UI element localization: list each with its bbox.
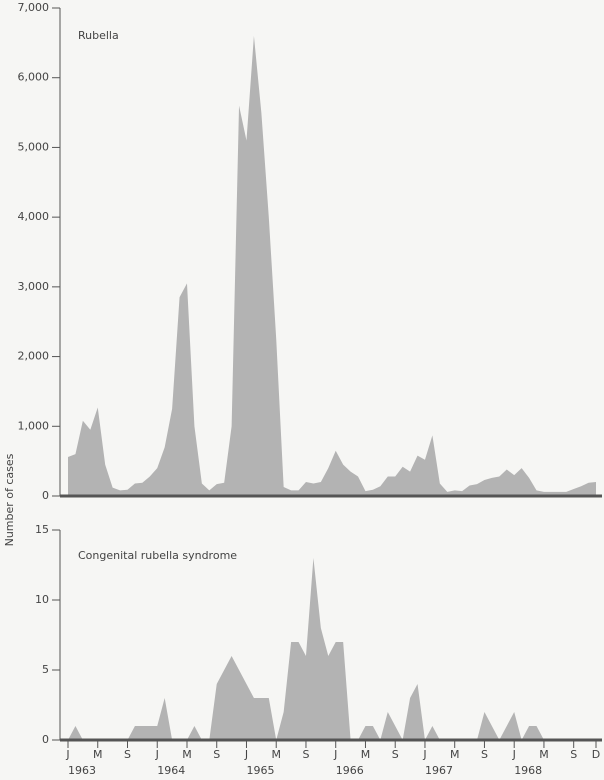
x-tick-label: J — [244, 748, 248, 761]
y-tick-label: 2,000 — [18, 350, 50, 363]
x-tick-label: M — [539, 748, 549, 761]
panel-title: Congenital rubella syndrome — [78, 549, 237, 562]
x-tick-label: J — [512, 748, 516, 761]
area — [68, 558, 596, 740]
year-label: 1966 — [336, 764, 364, 777]
year-label: 1963 — [68, 764, 96, 777]
x-tick-label: M — [182, 748, 192, 761]
x-tick-label: M — [450, 748, 460, 761]
y-tick-label: 3,000 — [18, 280, 50, 293]
x-tick-label: M — [93, 748, 103, 761]
y-tick-label: 15 — [35, 523, 49, 536]
x-tick-label: M — [361, 748, 371, 761]
y-tick-label: 6,000 — [18, 71, 50, 84]
y-tick-label: 0 — [42, 733, 49, 746]
x-tick-label: J — [422, 748, 426, 761]
x-tick-label: J — [65, 748, 69, 761]
x-tick-label: J — [155, 748, 159, 761]
year-label: 1965 — [246, 764, 274, 777]
y-axis-label: Number of cases — [3, 453, 16, 546]
year-label: 1967 — [425, 764, 453, 777]
x-tick-label: S — [570, 748, 577, 761]
y-tick-label: 4,000 — [18, 210, 50, 223]
y-tick-label: 1,000 — [18, 419, 50, 432]
y-tick-label: 5 — [42, 663, 49, 676]
area — [68, 35, 596, 496]
y-tick-label: 0 — [42, 489, 49, 502]
year-label: 1968 — [514, 764, 542, 777]
y-tick-label: 5,000 — [18, 140, 50, 153]
x-tick-label: S — [481, 748, 488, 761]
x-tick-label: D — [592, 748, 600, 761]
year-label: 1964 — [157, 764, 185, 777]
x-tick-label: J — [333, 748, 337, 761]
x-tick-label: S — [213, 748, 220, 761]
y-tick-label: 7,000 — [18, 1, 50, 14]
panel-title: Rubella — [78, 29, 119, 42]
x-tick-label: S — [124, 748, 131, 761]
y-tick-label: 10 — [35, 593, 49, 606]
x-tick-label: S — [392, 748, 399, 761]
x-tick-label: M — [271, 748, 281, 761]
x-tick-label: S — [302, 748, 309, 761]
